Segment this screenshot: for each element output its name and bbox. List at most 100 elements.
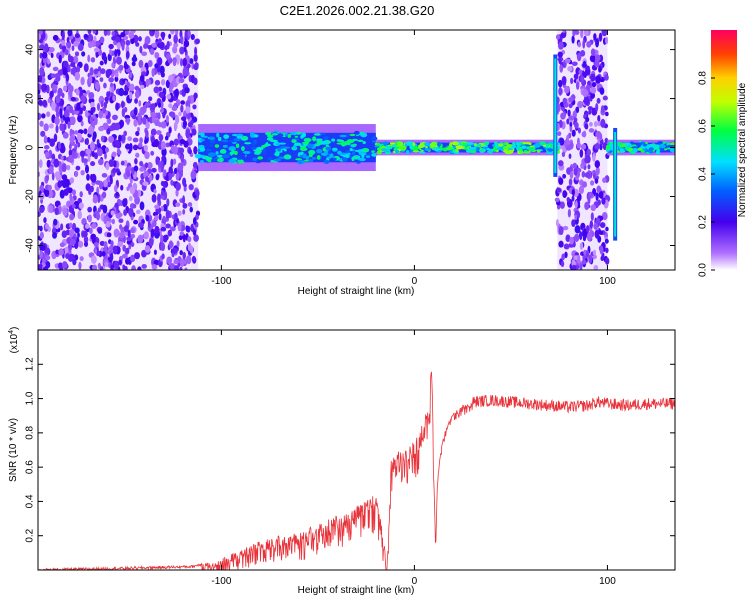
signal-speck <box>218 157 224 163</box>
signal-speck <box>642 143 647 147</box>
noise-speck <box>109 48 112 56</box>
signal-speck <box>215 151 219 155</box>
signal-speck <box>371 150 375 153</box>
signal-speck <box>262 148 267 153</box>
signal-speck <box>455 149 459 153</box>
noise-speck <box>134 90 140 99</box>
noise-speck <box>171 105 178 111</box>
signal-speck <box>352 143 357 147</box>
noise-speck <box>594 160 601 169</box>
noise-speck <box>604 257 610 265</box>
noise-speck <box>162 203 168 212</box>
noise-speck <box>87 206 93 213</box>
noise-speck <box>573 166 578 176</box>
noise-speck <box>91 173 97 183</box>
noise-speck <box>555 219 559 227</box>
noise-speck <box>179 58 183 67</box>
signal-speck <box>295 158 303 161</box>
noise-speck <box>589 54 596 62</box>
noise-speck <box>187 202 193 207</box>
noise-speck <box>106 30 111 36</box>
noise-speck <box>577 100 584 109</box>
noise-speck <box>154 30 160 39</box>
y-tick-label: -40 <box>25 238 36 253</box>
noise-speck <box>177 210 182 216</box>
snr-multiplier: (x104) <box>8 327 20 354</box>
signal-speck <box>409 145 414 149</box>
noise-speck <box>41 83 46 92</box>
noise-speck <box>144 151 150 160</box>
snr-ticks: -100 0 100 0.2 0.4 0.6 0.8 1.0 1.2 <box>25 330 675 587</box>
noise-speck <box>133 165 139 172</box>
noise-speck <box>191 128 197 136</box>
noise-speck <box>125 39 131 46</box>
noise-speck <box>87 54 91 63</box>
noise-speck <box>161 253 165 260</box>
noise-speck <box>67 121 71 129</box>
signal-speck <box>257 156 264 160</box>
noise-speck <box>592 152 596 162</box>
noise-speck <box>184 86 190 94</box>
noise-speck <box>574 233 580 242</box>
noise-speck <box>120 134 126 142</box>
signal-speck <box>199 159 204 163</box>
noise-speck <box>38 94 42 101</box>
noise-speck <box>577 254 581 264</box>
noise-speck <box>183 186 187 192</box>
signal-speck <box>357 139 364 143</box>
noise-speck <box>580 251 585 256</box>
noise-speck <box>48 123 54 129</box>
noise-speck <box>110 265 114 270</box>
noise-speck <box>67 53 71 63</box>
noise-speck <box>118 134 122 142</box>
noise-speck <box>127 229 131 238</box>
noise-speck <box>165 174 169 182</box>
noise-speck <box>138 100 142 107</box>
noise-speck <box>108 135 114 143</box>
noise-speck <box>74 51 80 57</box>
noise-speck <box>554 197 560 203</box>
noise-speck <box>138 36 142 42</box>
noise-speck <box>139 45 143 54</box>
noise-speck <box>77 43 84 51</box>
noise-speck <box>94 81 100 91</box>
noise-speck <box>595 103 599 112</box>
signal-speck <box>231 149 235 154</box>
figure-title: C2E1.2026.002.21.38.G20 <box>280 3 435 18</box>
colorbar-tick-label: 0.8 <box>698 71 709 85</box>
noise-speck <box>185 105 191 114</box>
signal-speck <box>238 160 242 164</box>
noise-speck <box>589 121 593 127</box>
signal-speck <box>328 143 332 147</box>
noise-speck <box>85 148 92 155</box>
noise-speck <box>47 58 51 65</box>
noise-speck <box>566 197 570 203</box>
noise-speck <box>170 111 176 118</box>
noise-speck <box>38 112 42 121</box>
signal-speck <box>486 147 490 151</box>
snr-x-axis-label: Height of straight line (km) <box>298 585 415 596</box>
noise-speck <box>41 113 46 119</box>
snr-multiplier-prefix: (x10 <box>9 333 20 353</box>
noise-speck <box>118 259 123 266</box>
noise-speck <box>162 215 166 221</box>
noise-speck <box>157 57 163 66</box>
noise-speck <box>144 35 151 45</box>
noise-speck <box>598 32 603 42</box>
noise-speck <box>182 251 186 260</box>
noise-speck <box>572 30 576 37</box>
noise-speck <box>162 182 167 188</box>
noise-speck <box>45 223 50 230</box>
signal-speck <box>312 136 317 142</box>
signal-speck <box>292 145 297 150</box>
noise-speck <box>183 259 187 265</box>
noise-speck <box>76 65 81 73</box>
noise-speck <box>158 91 165 98</box>
noise-speck <box>70 116 76 126</box>
signal-speck <box>331 138 336 142</box>
signal-speck <box>397 141 404 147</box>
noise-speck <box>82 158 89 163</box>
signal-speck <box>336 139 342 142</box>
noise-speck <box>577 127 581 134</box>
noise-speck <box>140 84 145 90</box>
